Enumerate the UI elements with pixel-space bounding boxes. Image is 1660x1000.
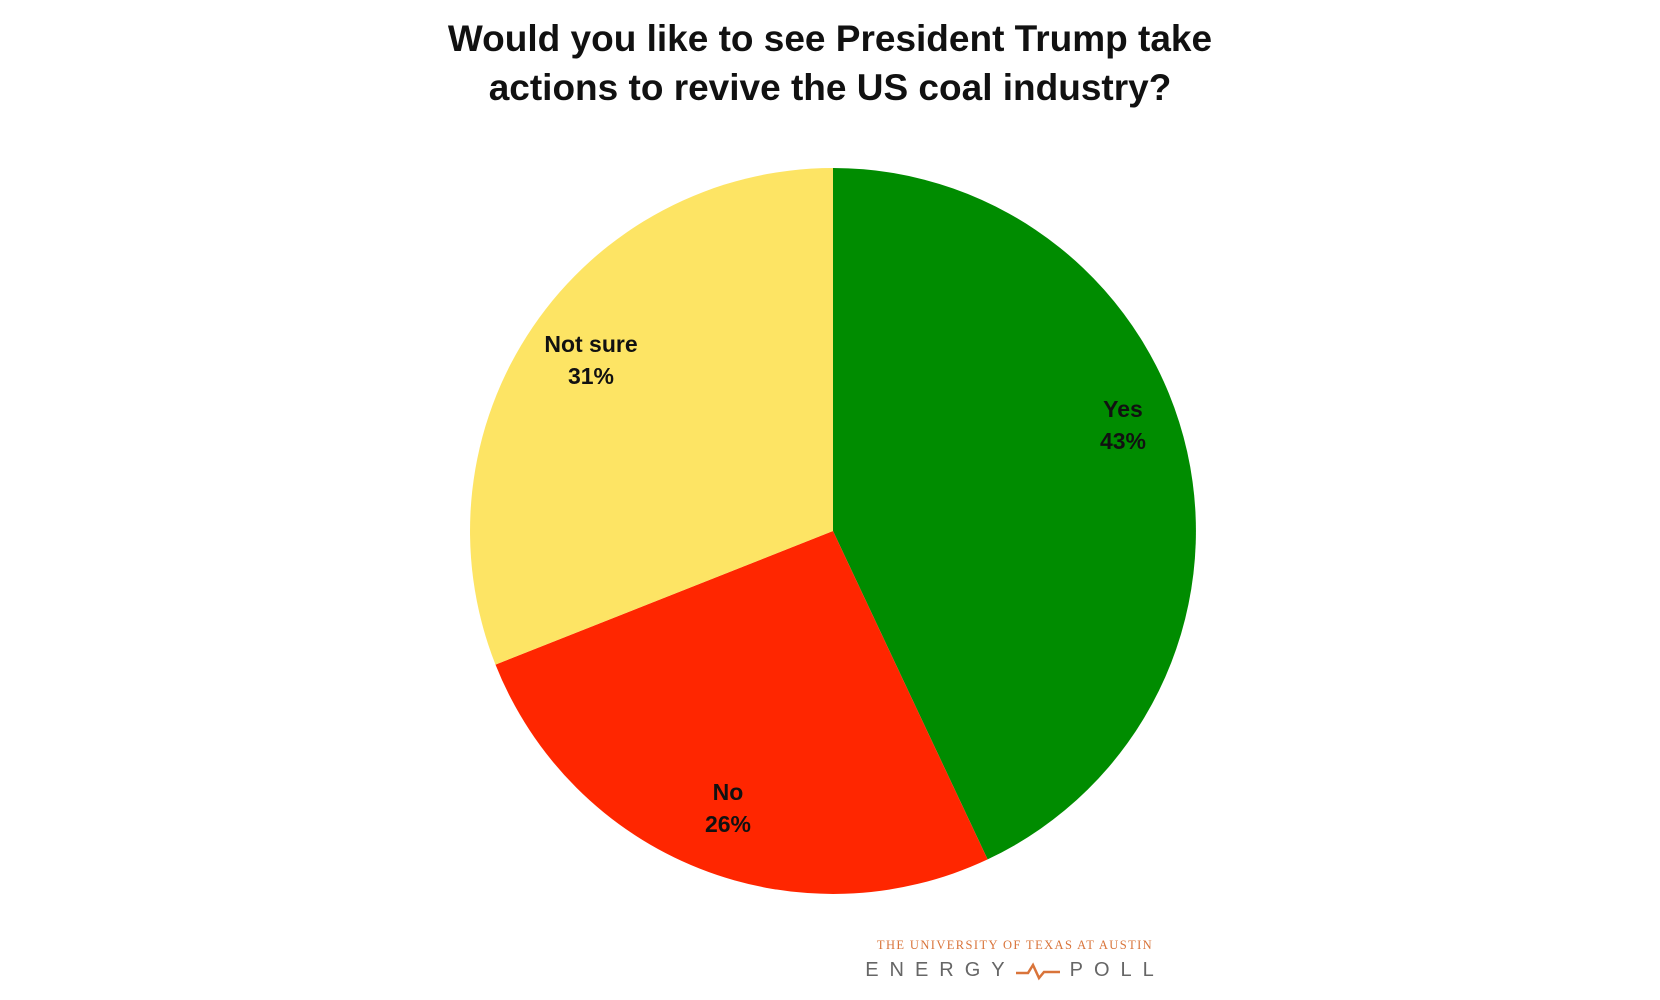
label-no: No 26% <box>704 779 752 837</box>
logo-university-text: THE UNIVERSITY OF TEXAS AT AUSTIN <box>876 938 1154 952</box>
chart-title-line-1: Would you like to see President Trump ta… <box>447 18 1213 59</box>
slice-no <box>495 531 988 894</box>
chart-title-line-2: actions to revive the US coal industry? <box>488 67 1172 108</box>
logo-energy-text: ENERGY <box>865 959 1016 981</box>
chart-title: Would you like to see President Trump ta… <box>0 14 1660 112</box>
energy-poll-logo: THE UNIVERSITY OF TEXAS AT AUSTIN ENERGY… <box>855 938 1175 982</box>
slice-not-sure <box>470 168 833 665</box>
label-not-sure: Not sure 31% <box>544 331 638 389</box>
slice-yes <box>833 168 1196 860</box>
label-yes: Yes 43% <box>1099 396 1147 454</box>
heartbeat-icon <box>1015 961 1060 980</box>
logo-poll-text: POLL <box>1069 959 1165 981</box>
